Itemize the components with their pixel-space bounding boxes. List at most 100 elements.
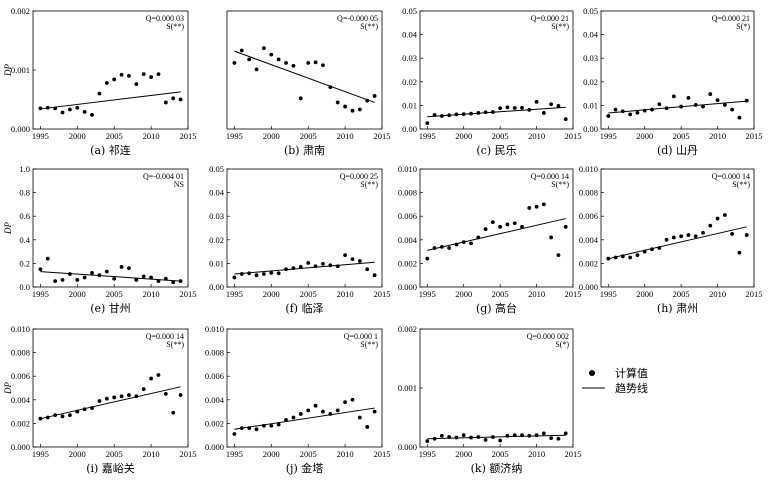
data-point — [178, 97, 183, 102]
data-point — [119, 265, 124, 269]
data-point — [284, 61, 288, 65]
x-tick-label: 1995 — [32, 289, 49, 299]
panel-caption: (f) 临泽 — [285, 301, 323, 315]
stat-q: Q=0.000 14 — [146, 332, 184, 341]
x-tick-label: 2005 — [492, 289, 509, 299]
data-point — [239, 426, 244, 431]
y-tick-label: 0.001 — [398, 383, 417, 393]
data-point — [483, 227, 488, 232]
data-point — [276, 271, 281, 276]
data-point — [469, 435, 473, 440]
data-point — [708, 223, 713, 228]
data-point — [149, 275, 153, 280]
x-tick-label: 2010 — [528, 449, 545, 459]
data-point — [298, 265, 303, 269]
y-tick-label: 0.010 — [205, 324, 224, 334]
stat-q: Q=0.000 21 — [531, 14, 569, 23]
data-point — [722, 213, 727, 217]
x-tick-label: 1995 — [600, 131, 617, 141]
chart-panel-a: 1995 2000 2005 2010 2015 0.000 0.001 0.002 DP Q=0… — [3, 6, 197, 157]
stat-significance: S(**) — [360, 180, 378, 189]
data-point — [247, 426, 252, 431]
stat-significance: S(**) — [166, 22, 184, 31]
data-point — [461, 240, 466, 245]
data-point — [163, 276, 168, 281]
data-point — [156, 72, 161, 77]
y-tick-label: 0.006 — [205, 371, 224, 381]
data-point — [635, 253, 640, 258]
y-tick-label: 0.02 — [402, 77, 417, 87]
panel-caption: (a) 祁连 — [90, 143, 131, 157]
data-point — [335, 264, 340, 269]
x-tick-label: 2000 — [455, 289, 472, 299]
trend-line — [234, 407, 375, 430]
data-point — [156, 373, 161, 377]
panel-caption: (c) 民乐 — [476, 144, 516, 157]
data-point — [357, 415, 362, 420]
data-point — [254, 427, 259, 432]
x-tick-label: 2000 — [636, 131, 653, 141]
data-point — [664, 106, 669, 111]
y-tick-label: 0.03 — [402, 53, 417, 63]
x-tick-label: 2005 — [673, 289, 690, 299]
data-point — [90, 406, 94, 410]
data-point — [498, 438, 503, 443]
data-point — [372, 94, 377, 98]
x-tick-label: 2005 — [673, 131, 690, 141]
data-point — [313, 403, 318, 408]
x-tick-label: 1995 — [226, 449, 243, 459]
stat-q: Q=0.000 002 — [527, 332, 569, 341]
panel-caption: (d) 山丹 — [657, 144, 698, 157]
plot-frame — [600, 168, 755, 288]
data-point — [68, 413, 72, 418]
data-point — [613, 255, 618, 260]
y-tick-label: 0.00 — [209, 282, 224, 292]
data-point — [490, 110, 495, 114]
data-point — [671, 235, 676, 240]
legend-point-label: 计算值 — [615, 366, 648, 380]
data-point — [447, 435, 452, 439]
data-point — [527, 433, 532, 438]
stat-q: Q=-0.000 05 — [337, 14, 378, 23]
data-point — [291, 63, 296, 68]
data-point — [498, 224, 503, 229]
data-point — [498, 106, 503, 111]
y-tick-label: 0.004 — [11, 395, 31, 405]
plot-frame — [419, 328, 574, 448]
data-point — [505, 222, 510, 227]
data-point — [276, 422, 281, 427]
data-point — [737, 115, 742, 120]
y-tick-label: 0.01 — [209, 258, 224, 268]
data-point — [119, 72, 124, 77]
x-tick-label: 2000 — [263, 449, 280, 459]
data-point — [45, 415, 50, 420]
stat-q: Q=0.000 25 — [340, 172, 378, 181]
y-tick-label: 0.008 — [205, 348, 224, 358]
y-tick-label: 0.02 — [209, 235, 224, 245]
data-point — [365, 425, 370, 429]
stat-significance: S(**) — [360, 22, 378, 31]
data-point — [693, 103, 698, 107]
y-tick-label: 0.004 — [205, 395, 225, 405]
data-point — [505, 105, 510, 110]
y-tick-label: 0.000 — [11, 124, 30, 134]
y-tick-label: 0.03 — [209, 211, 224, 221]
data-point — [163, 392, 168, 396]
data-point — [269, 423, 274, 428]
data-point — [75, 409, 80, 414]
x-tick-label: 2000 — [455, 131, 472, 141]
x-tick-label: 2005 — [106, 449, 123, 459]
x-tick-label: 1995 — [226, 289, 243, 299]
data-point — [284, 417, 288, 422]
data-point — [469, 111, 473, 116]
data-point — [556, 103, 561, 108]
chart-panel-h: 1995 2000 2005 2010 2015 0.000 0.002 0.004 0.006… — [579, 164, 763, 315]
data-point — [149, 376, 153, 381]
data-point — [269, 52, 274, 57]
data-point — [163, 100, 168, 105]
data-point — [335, 100, 340, 105]
y-tick-label: 0.00 — [583, 124, 598, 134]
x-tick-label: 2010 — [143, 449, 160, 459]
data-point — [68, 272, 72, 276]
x-tick-label: 2015 — [565, 131, 582, 141]
